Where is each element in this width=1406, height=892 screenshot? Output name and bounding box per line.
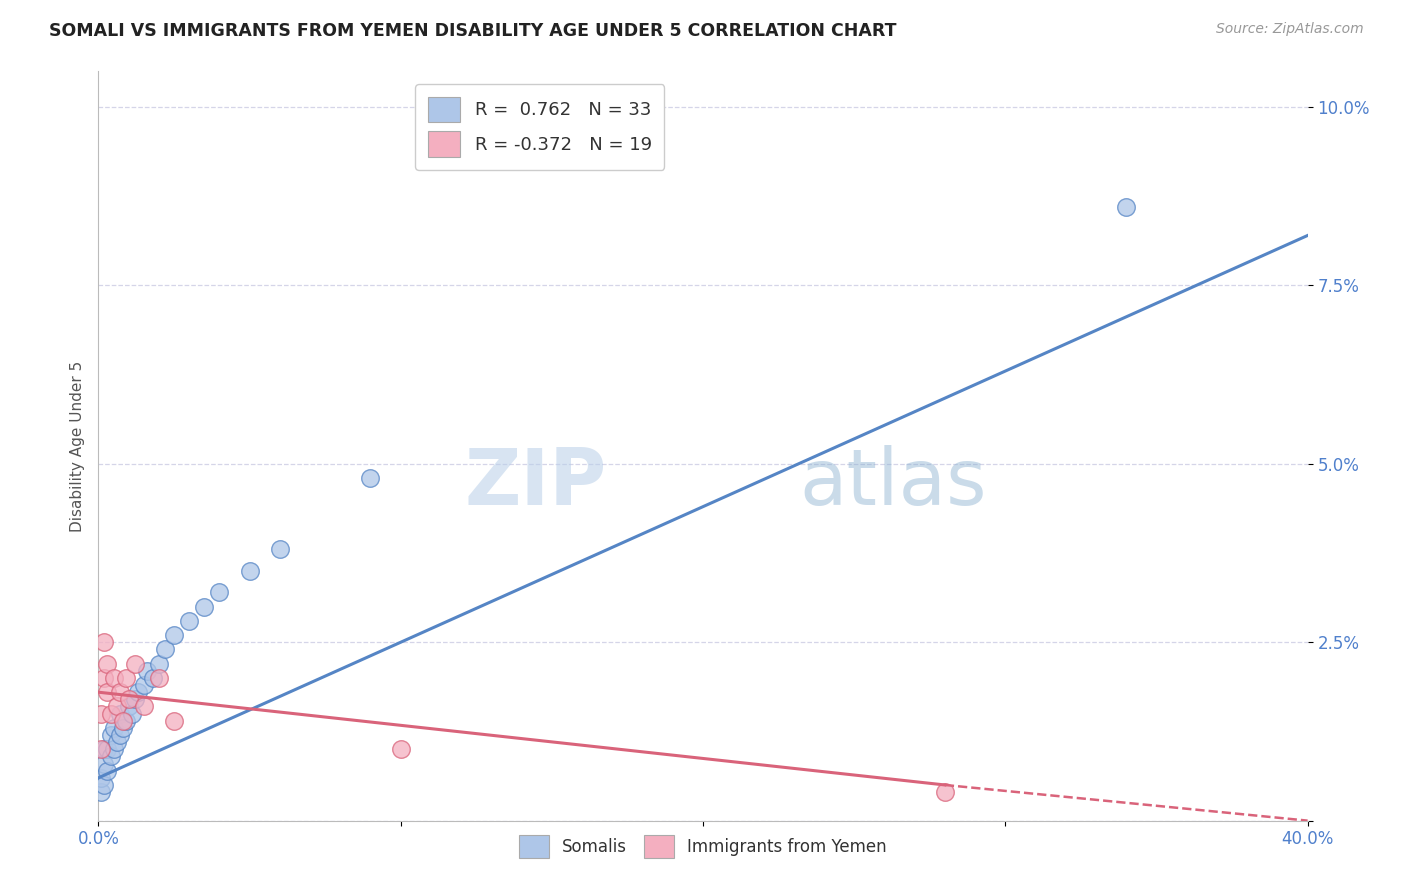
Point <box>163 714 186 728</box>
Point <box>360 471 382 485</box>
Point <box>114 714 136 728</box>
Point <box>934 785 956 799</box>
Point <box>132 678 155 692</box>
Point <box>90 706 112 721</box>
Legend: Somalis, Immigrants from Yemen: Somalis, Immigrants from Yemen <box>512 828 894 864</box>
Point <box>100 728 122 742</box>
Point <box>90 742 112 756</box>
Point <box>96 764 118 778</box>
Point <box>124 657 146 671</box>
Point <box>105 699 128 714</box>
Point <box>108 706 131 721</box>
Point <box>389 742 412 756</box>
Point <box>148 657 170 671</box>
Point <box>93 635 115 649</box>
Point <box>153 642 176 657</box>
Point <box>96 657 118 671</box>
Text: SOMALI VS IMMIGRANTS FROM YEMEN DISABILITY AGE UNDER 5 CORRELATION CHART: SOMALI VS IMMIGRANTS FROM YEMEN DISABILI… <box>49 22 897 40</box>
Point <box>105 735 128 749</box>
Point <box>135 664 157 678</box>
Point <box>239 564 262 578</box>
Point <box>96 742 118 756</box>
Point <box>179 614 201 628</box>
Point <box>93 671 115 685</box>
Point <box>103 671 125 685</box>
Point <box>111 714 134 728</box>
Point <box>114 671 136 685</box>
Point <box>193 599 215 614</box>
Text: Source: ZipAtlas.com: Source: ZipAtlas.com <box>1216 22 1364 37</box>
Y-axis label: Disability Age Under 5: Disability Age Under 5 <box>69 360 84 532</box>
Point <box>148 671 170 685</box>
Point <box>108 728 131 742</box>
Point <box>127 685 149 699</box>
Point <box>1115 200 1137 214</box>
Point <box>208 585 231 599</box>
Point <box>124 692 146 706</box>
Point <box>100 706 122 721</box>
Point <box>90 785 112 799</box>
Point <box>269 542 291 557</box>
Text: ZIP: ZIP <box>464 445 606 522</box>
Point <box>111 721 134 735</box>
Point <box>108 685 131 699</box>
Point <box>96 685 118 699</box>
Point <box>93 778 115 792</box>
Point <box>163 628 186 642</box>
Point <box>121 706 143 721</box>
Point <box>118 692 141 706</box>
Point <box>142 671 165 685</box>
Point <box>93 756 115 771</box>
Point <box>100 749 122 764</box>
Text: atlas: atlas <box>800 445 987 522</box>
Point <box>90 771 112 785</box>
Point <box>118 699 141 714</box>
Point <box>103 721 125 735</box>
Point <box>103 742 125 756</box>
Point <box>132 699 155 714</box>
Point <box>93 742 115 756</box>
